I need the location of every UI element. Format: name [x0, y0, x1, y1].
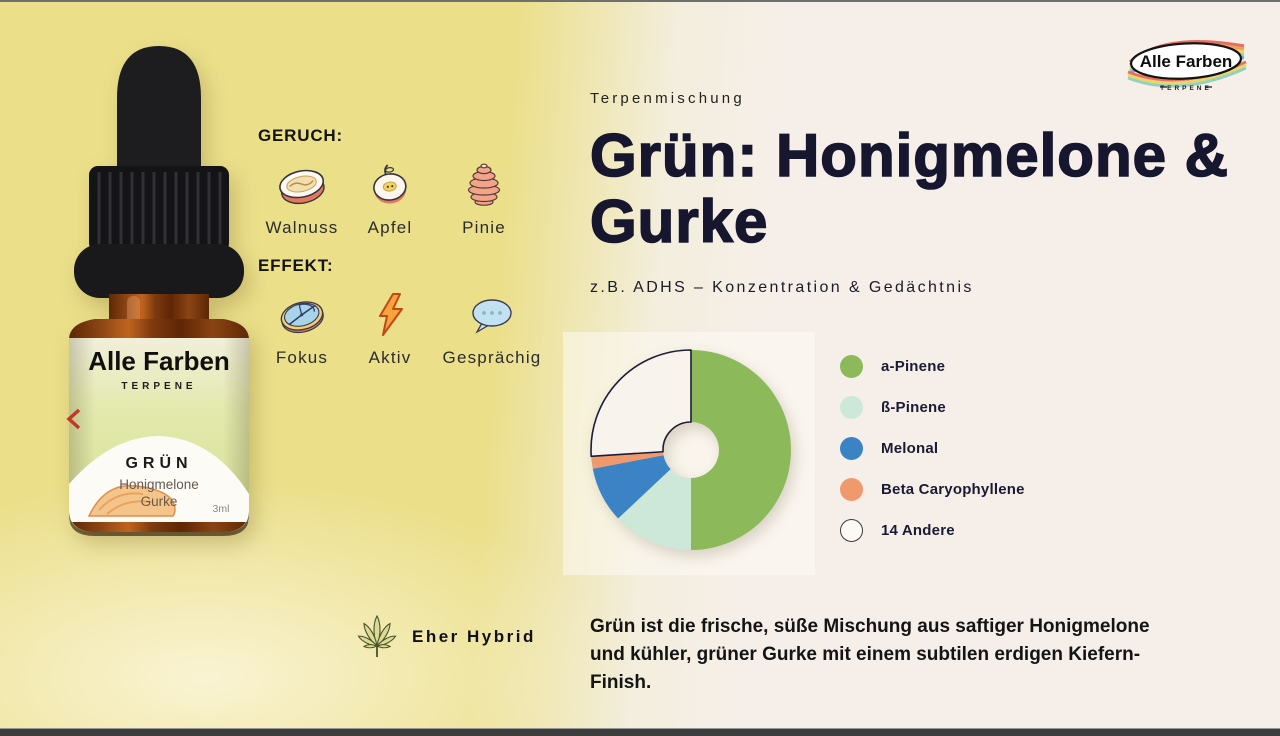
- terpene-donut-chart: [581, 340, 801, 560]
- effekt-heading: EFFEKT:: [258, 256, 334, 275]
- geruch-item-label: Walnuss: [265, 218, 339, 237]
- description-text: Grün ist die frische, süße Mischung aus …: [590, 616, 1150, 693]
- legend-label: Beta Caryophyllene: [881, 481, 1025, 498]
- legend-dot: [840, 355, 863, 378]
- legend-dot: [840, 437, 863, 460]
- lightning-icon: [372, 290, 408, 338]
- label-flavor-1: Honigmelone: [119, 477, 199, 492]
- legend-item: 14 Andere: [840, 519, 1025, 542]
- legend-item: ß-Pinene: [840, 396, 1025, 419]
- geruch-section: GERUCH: Walnuss: [258, 126, 558, 238]
- logo-brand-sub: TERPENE: [1160, 85, 1212, 92]
- label-variant: GRÜN: [125, 453, 192, 472]
- effekt-item-fokus: Fokus: [258, 290, 346, 368]
- label-flavor-2: Gurke: [141, 494, 178, 509]
- chart-legend: a-Pinene ß-Pinene Melonal Beta Caryophyllen…: [840, 355, 1025, 542]
- label-volume: 3ml: [213, 503, 230, 515]
- effekt-item-gespraechig: Gesprächig: [434, 290, 550, 368]
- legend-dot: [840, 478, 863, 501]
- legend-item: Melonal: [840, 437, 1025, 460]
- legend-label: ß-Pinene: [881, 399, 946, 416]
- page-subtitle: z.B. ADHS – Konzentration & Gedächtnis: [590, 279, 974, 296]
- legend-item: Beta Caryophyllene: [840, 478, 1025, 501]
- label-brand: Alle Farben: [88, 346, 230, 376]
- donut-segment-14-andere: [590, 349, 692, 458]
- geruch-heading: GERUCH:: [258, 126, 343, 145]
- effekt-section: EFFEKT: Fokus: [258, 256, 558, 368]
- effekt-item-label: Gesprächig: [442, 348, 542, 367]
- headline-block: Terpenmischung Grün: Honigmelone & Gurke…: [589, 90, 1230, 297]
- legend-item: a-Pinene: [840, 355, 1025, 378]
- geruch-item-label: Pinie: [462, 218, 506, 237]
- hybrid-badge: Eher Hybrid: [352, 608, 536, 665]
- product-bottle-image: Alle Farben TERPENE GRÜN Honigmelone Gur…: [55, 40, 270, 540]
- effekt-item-aktiv: Aktiv: [346, 290, 434, 368]
- donut-segment-a-pinene: [691, 350, 791, 550]
- melon-illustration: [87, 484, 176, 517]
- geruch-item-pinie: Pinie: [434, 160, 534, 238]
- window-top-border: [0, 0, 1280, 2]
- legend-dot: [840, 396, 863, 419]
- bottle-label: Alle Farben TERPENE GRÜN Honigmelone Gur…: [66, 338, 249, 522]
- dropper-cap: [74, 46, 244, 298]
- legend-label: Melonal: [881, 440, 939, 457]
- eyebrow-label: Terpenmischung: [590, 90, 745, 107]
- speech-bubble-icon: [467, 290, 517, 338]
- geruch-item-walnuss: Walnuss: [258, 160, 346, 238]
- logo-brand-name: Alle Farben: [1140, 52, 1233, 71]
- donut-segment-beta-caryophyllene: [591, 451, 664, 469]
- brand-logo: Alle Farben TERPENE: [1120, 32, 1252, 96]
- pine-cone-icon: [461, 160, 507, 208]
- page-title: Grün: Honigmelone & Gurke: [589, 122, 1229, 256]
- legend-dot: [840, 519, 863, 542]
- geruch-item-apfel: Apfel: [346, 160, 434, 238]
- compass-icon: [276, 290, 328, 338]
- window-bottom-bar: [0, 728, 1280, 736]
- legend-label: a-Pinene: [881, 358, 946, 375]
- donut-segment-melonal: [592, 455, 671, 519]
- hybrid-label: Eher Hybrid: [412, 626, 536, 646]
- walnut-icon: [276, 160, 328, 208]
- label-brand-sub: TERPENE: [121, 381, 196, 392]
- effekt-item-label: Fokus: [275, 348, 329, 367]
- label-chevron-icon: [66, 408, 81, 430]
- effekt-item-label: Aktiv: [368, 348, 412, 367]
- donut-segment--pinene: [618, 469, 691, 550]
- geruch-item-label: Apfel: [367, 218, 413, 237]
- apple-icon: [366, 160, 414, 208]
- legend-label: 14 Andere: [881, 522, 955, 539]
- cannabis-leaf-icon: [352, 608, 402, 665]
